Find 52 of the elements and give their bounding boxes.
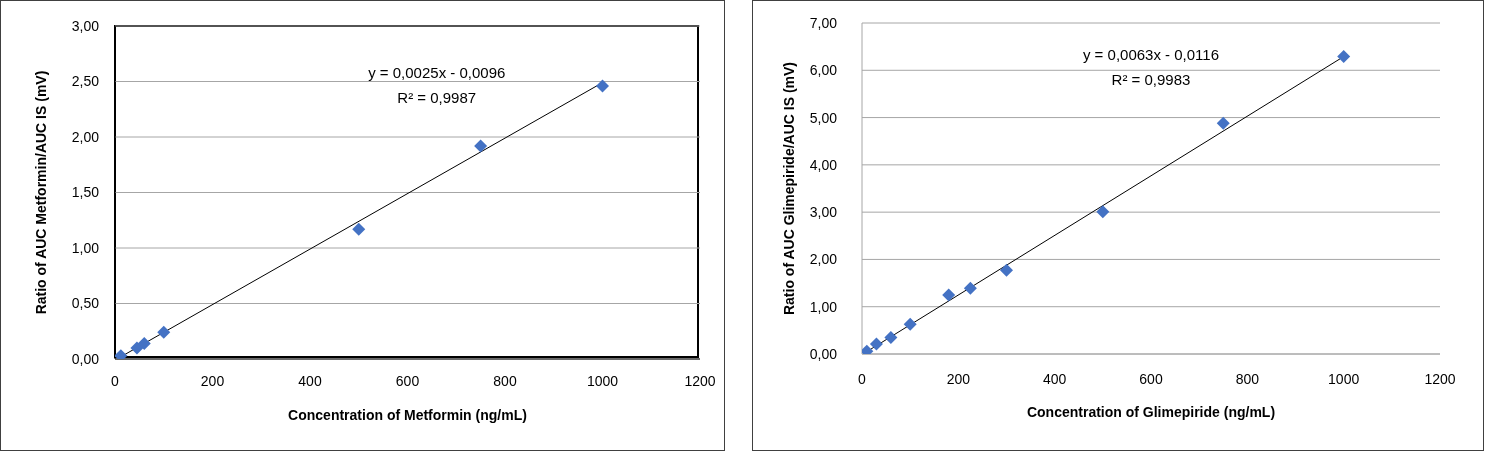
y-axis-title: Ratio of AUC Metformin/AUC IS (mV) [32, 70, 49, 315]
point [1337, 50, 1351, 64]
x-tick-label: 200 [200, 372, 225, 389]
point [963, 281, 977, 295]
point [130, 341, 144, 355]
x-tick-label: 800 [493, 372, 517, 389]
x-tick-label: 1200 [1424, 370, 1456, 387]
y-tick-label: 0,50 [71, 295, 100, 312]
x-tick-label: 1200 [684, 372, 716, 389]
y-tick-label: 5,00 [809, 109, 838, 126]
y-tick-label: 2,00 [71, 128, 100, 145]
y-tick-label: 1,50 [71, 184, 100, 201]
point [884, 330, 898, 344]
annotation: R² = 0,9983 [1111, 70, 1191, 88]
x-tick-label: 600 [1139, 370, 1163, 387]
y-axis-title: Ratio of AUC Glimepiride/AUC IS (mV) [781, 61, 798, 316]
annotation: y = 0,0063x - 0,0116 [1082, 46, 1220, 64]
x-tick-label: 1000 [1328, 370, 1360, 387]
x-tick-label: 600 [395, 372, 420, 389]
point [1000, 263, 1013, 277]
annotation: y = 0,0025x - 0,0096 [368, 63, 506, 81]
y-tick-label: 6,00 [809, 62, 838, 79]
y-tick-label: 3,00 [809, 204, 838, 221]
x-axis-title: Concentration of Glimepiride (ng/mL) [1026, 404, 1276, 420]
point [137, 336, 151, 350]
x-tick-label: 0 [111, 372, 120, 389]
y-tick-label: 2,50 [71, 73, 100, 90]
y-tick-label: 4,00 [809, 156, 838, 173]
annotation: R² = 0,9987 [397, 88, 477, 106]
point [352, 222, 366, 236]
y-tick-label: 3,00 [71, 17, 100, 34]
point [903, 317, 917, 331]
point [474, 139, 488, 153]
x-tick-label: 200 [946, 370, 971, 387]
point [942, 288, 956, 302]
x-axis-title: Concentration of Metformin (ng/mL) [288, 407, 527, 423]
x-tick-label: 400 [298, 372, 322, 389]
y-tick-label: 0,00 [71, 350, 100, 367]
x-tick-label: 400 [1042, 370, 1067, 387]
y-tick-label: 1,00 [809, 298, 838, 315]
y-tick-label: 1,00 [71, 239, 100, 256]
x-tick-label: 800 [1235, 370, 1260, 387]
y-tick-label: 0,00 [809, 345, 838, 362]
point [596, 79, 609, 93]
point [1216, 116, 1230, 130]
x-tick-label: 0 [858, 370, 867, 387]
point [869, 337, 883, 351]
x-tick-label: 1000 [586, 372, 619, 389]
point [1096, 205, 1110, 219]
y-tick-label: 7,00 [809, 14, 838, 31]
point [157, 325, 171, 339]
y-tick-label: 2,00 [809, 251, 838, 268]
